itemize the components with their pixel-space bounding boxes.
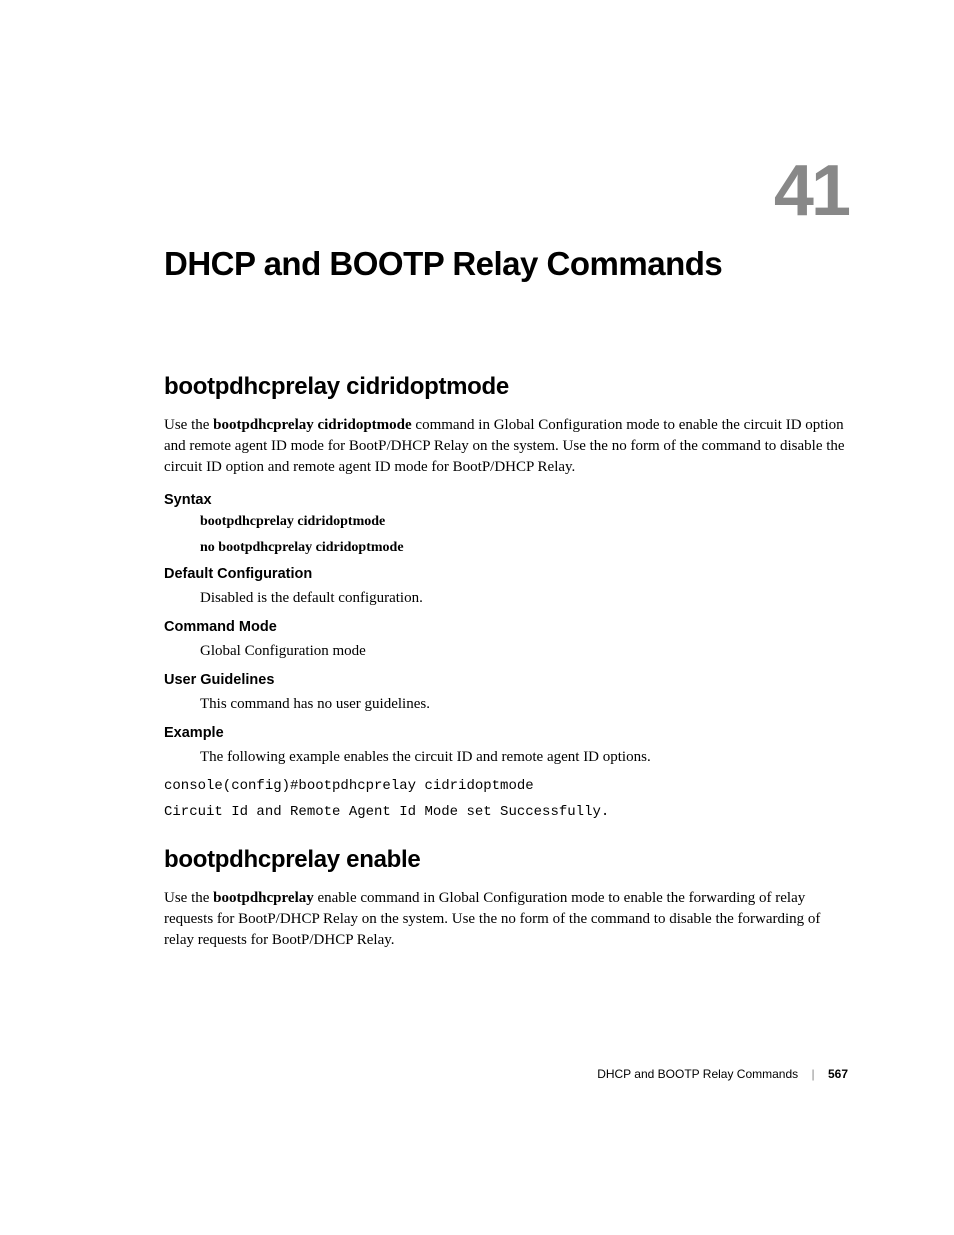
user-guidelines-text: This command has no user guidelines.: [200, 694, 848, 715]
intro2-pre: Use the: [164, 890, 213, 906]
section2-heading: bootpdhcprelay enable: [164, 846, 848, 874]
example-label: Example: [164, 725, 848, 741]
intro-pre: Use the: [164, 417, 213, 433]
section2: bootpdhcprelay enable Use the bootpdhcpr…: [164, 846, 848, 951]
section2-intro: Use the bootpdhcprelay enable command in…: [164, 888, 848, 951]
command-mode-label: Command Mode: [164, 619, 848, 635]
default-config-label: Default Configuration: [164, 566, 848, 582]
default-config-text: Disabled is the default configuration.: [200, 588, 848, 609]
page-footer: DHCP and BOOTP Relay Commands | 567: [597, 1067, 848, 1081]
section1-heading: bootpdhcprelay cidridoptmode: [164, 373, 848, 401]
section1-intro: Use the bootpdhcprelay cidridoptmode com…: [164, 415, 848, 478]
example-code2: Circuit Id and Remote Agent Id Mode set …: [164, 804, 848, 820]
page-content: DHCP and BOOTP Relay Commands bootpdhcpr…: [164, 150, 848, 965]
example-text: The following example enables the circui…: [200, 747, 848, 768]
page-title: DHCP and BOOTP Relay Commands: [164, 245, 848, 283]
command-mode-text: Global Configuration mode: [200, 641, 848, 662]
example-code1: console(config)#bootpdhcprelay cidridopt…: [164, 778, 848, 794]
footer-section: DHCP and BOOTP Relay Commands: [597, 1067, 798, 1081]
user-guidelines-label: User Guidelines: [164, 672, 848, 688]
footer-separator: |: [812, 1067, 815, 1081]
syntax-line1: bootpdhcprelay cidridoptmode: [200, 514, 848, 530]
intro2-cmd: bootpdhcprelay: [213, 890, 314, 906]
syntax-label: Syntax: [164, 492, 848, 508]
intro-cmd: bootpdhcprelay cidridoptmode: [213, 417, 412, 433]
footer-page-number: 567: [828, 1067, 848, 1081]
syntax-line2: no bootpdhcprelay cidridoptmode: [200, 540, 848, 556]
